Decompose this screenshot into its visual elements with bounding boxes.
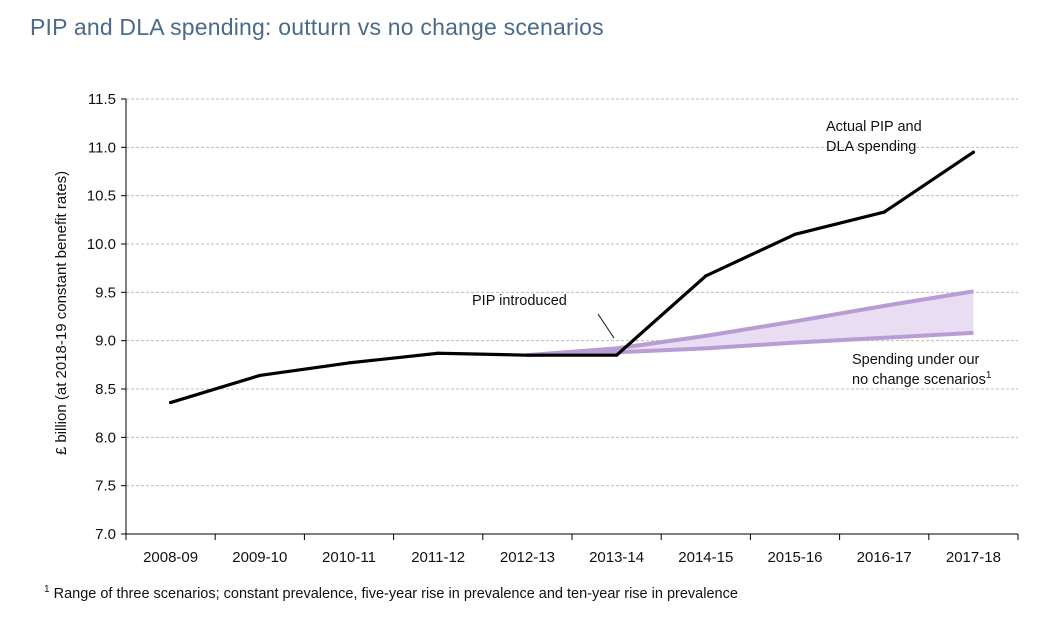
- data-point: [169, 400, 173, 405]
- x-tick-label: 2008-09: [143, 549, 198, 566]
- x-tick-label: 2016-17: [857, 549, 912, 566]
- y-axis-label: £ billion (at 2018-19 constant benefit r…: [53, 171, 70, 455]
- chart-title: PIP and DLA spending: outturn vs no chan…: [30, 14, 604, 40]
- annotation-scenario-line2-text: no change scenarios: [852, 372, 986, 388]
- y-tick-label: 10.0: [87, 236, 116, 253]
- x-tick-label: 2010-11: [322, 549, 376, 566]
- scenario-band-upper-line: [527, 289, 974, 358]
- series-line-actual-spending: [169, 150, 976, 405]
- data-point: [704, 274, 708, 278]
- footnote-marker: 1: [44, 584, 50, 595]
- chart: 7.0 7.5 8.0 8.5 9.0 9.5 10.0 10.5 11.0 11.5 2008-…: [53, 91, 1019, 566]
- y-tick-label: 11.5: [88, 91, 116, 108]
- x-tick-label: 2014-15: [678, 549, 733, 566]
- y-tick-label: 7.0: [95, 526, 116, 543]
- annotation-scenario-line2: no change scenarios1: [852, 370, 992, 388]
- data-point: [347, 361, 351, 365]
- x-tick-label: 2015-16: [767, 549, 822, 566]
- data-point: [258, 373, 262, 378]
- x-tick-label: 2012-13: [500, 549, 555, 566]
- annotation-pip-pointer: [597, 313, 615, 339]
- x-tick-label: 2013-14: [589, 549, 644, 566]
- annotation-actual-line2: DLA spending: [826, 139, 916, 155]
- data-point: [971, 150, 976, 154]
- footnote-text: Range of three scenarios; constant preva…: [49, 585, 738, 602]
- x-tick-label: 2017-18: [946, 549, 1001, 566]
- scenario-band-lower-line: [527, 330, 974, 358]
- series-lines: [169, 150, 976, 405]
- x-tick-labels: 2008-09 2009-10 2010-11 2011-12 2012-13 2013-…: [143, 549, 1001, 566]
- y-tick-label: 11.0: [88, 139, 116, 156]
- data-point: [882, 210, 886, 214]
- x-tick-label: 2009-10: [232, 549, 287, 566]
- y-tick-label: 9.0: [95, 333, 116, 350]
- annotation-scenario-sup: 1: [986, 370, 992, 381]
- data-point: [436, 351, 440, 355]
- scenario-band-fill: [527, 291, 974, 356]
- y-tick-labels: 7.0 7.5 8.0 8.5 9.0 9.5 10.0 10.5 11.0 11.5: [87, 91, 116, 543]
- data-point: [793, 232, 797, 236]
- x-tick-label: 2011-12: [411, 549, 465, 566]
- axes: [125, 99, 1019, 540]
- data-point: [615, 353, 619, 357]
- y-tick-label: 9.5: [95, 284, 116, 301]
- y-tick-label: 7.5: [95, 478, 116, 495]
- y-tick-label: 8.0: [95, 429, 116, 446]
- y-tick-label: 8.5: [95, 381, 116, 398]
- annotation-actual-line1: Actual PIP and: [826, 119, 922, 135]
- annotation-scenario-line1: Spending under our: [852, 352, 980, 368]
- footnote: 1 Range of three scenarios; constant pre…: [44, 584, 738, 602]
- scenario-band: [527, 289, 974, 358]
- annotation-pip-introduced: PIP introduced: [472, 293, 567, 309]
- gridlines: [121, 98, 1018, 535]
- y-tick-label: 10.5: [87, 188, 116, 205]
- data-point: [525, 353, 530, 357]
